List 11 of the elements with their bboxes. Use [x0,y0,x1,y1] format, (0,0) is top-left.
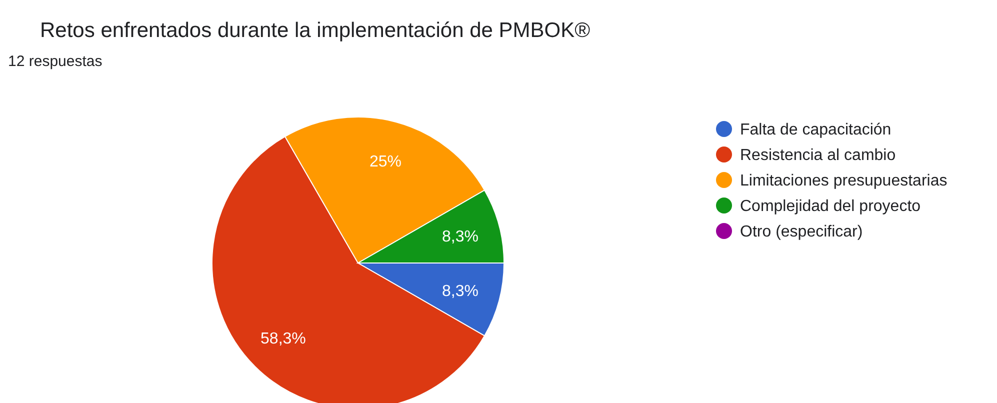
data-label: 25% [369,153,402,170]
legend-label: Complejidad del proyecto [740,198,921,216]
chart-title: Retos enfrentados durante la implementación de PMBOK® [40,19,591,42]
legend-label: Resistencia al cambio [740,147,896,164]
data-label: 8,3% [442,282,478,300]
legend-label: Limitaciones presupuestarias [740,172,948,190]
text: 12 respuestas [8,53,102,70]
legend-label: Falta de capacitación [740,122,892,139]
legend-label: Otro (especificar) [740,224,863,241]
data-label: 58,3% [260,330,306,348]
data-label: 8,3% [442,228,478,246]
